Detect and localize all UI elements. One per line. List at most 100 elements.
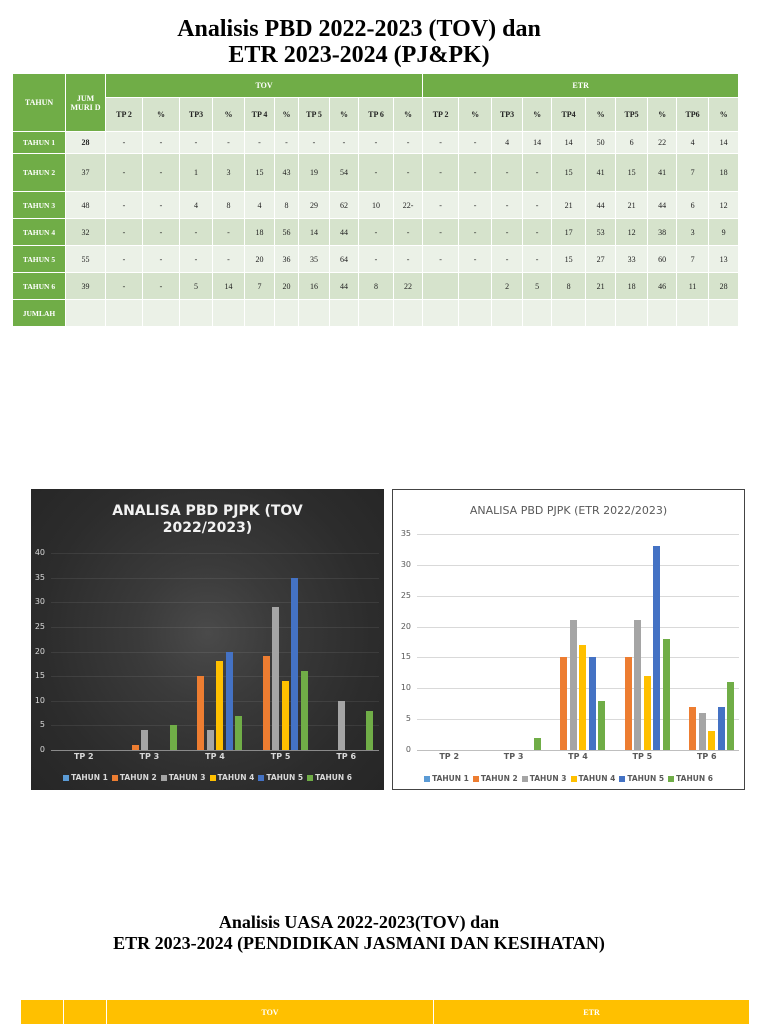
header-etr-col: % (708, 97, 740, 132)
tov-cell: - (358, 218, 394, 246)
tov-cell: - (212, 131, 245, 154)
bar (281, 681, 289, 750)
gridline (417, 626, 739, 628)
y-tick-label: 15 (34, 671, 45, 681)
gridline (417, 719, 739, 721)
tov-cell (105, 299, 143, 327)
bar (225, 651, 233, 750)
etr-cell: 18 (615, 272, 649, 300)
etr-cell (458, 299, 493, 327)
row-label: JUMLAH (12, 299, 66, 327)
table-row: TAHUN 6 39- -5 14 7 20 16 44 8 22 2 5 8 21 18 46 11 28 (12, 272, 740, 300)
legend-label: TAHUN 4 (578, 774, 616, 783)
chart-etr: ANALISA PBD PJPK (ETR 2022/2023) 0 5 10 15 2… (392, 489, 745, 790)
y-tick-label: 30 (400, 559, 411, 569)
x-category-label: TP 6 (696, 752, 717, 761)
legend-label: TAHUN 6 (676, 774, 713, 783)
tov-cell: 44 (329, 218, 359, 246)
gridline (51, 626, 379, 628)
etr-cell (585, 299, 617, 327)
etr-cell: 7 (676, 245, 710, 273)
uasa-header-blank-1 (20, 999, 64, 1025)
bar (579, 645, 587, 750)
tov-cell: - (105, 272, 143, 300)
legend-label: TAHUN 1 (432, 774, 469, 783)
legend-label: TAHUN 4 (217, 773, 255, 782)
bar (588, 657, 596, 750)
legend-item: TAHUN 6 (307, 773, 352, 782)
bar (366, 710, 374, 750)
pbd-section-title: Analisis PBD 2022-2023 (TOV) dan ETR 202… (0, 16, 718, 68)
etr-cell: 44 (647, 191, 678, 219)
tov-cell: 36 (274, 245, 299, 273)
header-etr: ETR (422, 73, 740, 98)
x-category-label: TP 5 (632, 752, 653, 761)
tov-cell: - (358, 153, 394, 192)
legend-swatch-icon (160, 775, 167, 781)
header-etr-col: % (522, 97, 553, 132)
tov-cell: 3 (212, 153, 245, 192)
bar (169, 725, 177, 750)
tov-cell: - (105, 131, 143, 154)
x-category-label: TP 3 (139, 752, 160, 761)
x-category-label: TP 2 (439, 752, 460, 761)
header-tov-col: % (142, 97, 180, 132)
bar (533, 737, 541, 750)
legend-swatch-icon (521, 776, 528, 782)
bar (634, 620, 642, 750)
etr-cell: 46 (647, 272, 678, 300)
uasa-header-etr: ETR (433, 999, 750, 1025)
etr-cell: 53 (585, 218, 617, 246)
bar (141, 730, 149, 750)
header-etr-col: % (585, 97, 617, 132)
etr-cell: 14 (551, 131, 587, 154)
header-etr-col: % (458, 97, 493, 132)
etr-cell: 12 (615, 218, 649, 246)
legend-swatch-icon (424, 776, 431, 782)
legend-item: TAHUN 1 (424, 774, 469, 783)
tov-cell: 4 (244, 191, 275, 219)
tov-cell: - (244, 131, 275, 154)
table-row: TAHUN 3 48- -4 8 4 8 29 62 10 22- - - - -21 44 21 44 6 12 (12, 191, 740, 219)
etr-cell: 6 (615, 131, 649, 154)
legend-item: TAHUN 2 (111, 773, 157, 782)
tov-cell: 20 (244, 245, 275, 273)
header-tov-col: TP3 (179, 97, 213, 132)
etr-cell: - (491, 191, 524, 219)
bar (272, 607, 280, 750)
uasa-title-line2: ETR 2023-2024 (PENDIDIKAN JASMANI DAN KE… (113, 933, 605, 953)
gridline (417, 564, 739, 566)
y-tick-label: 40 (34, 548, 45, 557)
etr-cell: 15 (615, 153, 649, 192)
etr-cell: - (522, 191, 553, 219)
etr-cell: - (522, 153, 553, 192)
etr-cell: 3 (676, 218, 710, 246)
uasa-table: TOV ETR (20, 999, 750, 1025)
legend-swatch-icon (472, 776, 479, 782)
bar (131, 745, 139, 750)
tov-cell: - (392, 245, 424, 273)
uasa-header-tov: TOV (106, 999, 434, 1025)
legend-swatch-icon (619, 776, 626, 782)
tov-cell: - (142, 191, 180, 219)
x-category-label: TP 3 (503, 752, 524, 761)
bar (337, 700, 345, 750)
tov-cell: 64 (329, 245, 359, 273)
header-tov-col: TP 5 (298, 97, 330, 132)
table-row: TAHUN 1 28- - - - - - - - - - - -4 14 14 50 6 22 4 14 (12, 131, 740, 154)
header-etr-col: TP3 (491, 97, 524, 132)
header-jum-murid: JUM MURI D (65, 73, 106, 132)
y-tick-label: 35 (400, 529, 411, 538)
etr-cell: - (491, 218, 524, 246)
etr-cell: - (458, 218, 493, 246)
chart-tov-legend: TAHUN 1 TAHUN 2 TAHUN 3 TAHUN 4 TAHUN 5 TAHUN… (31, 773, 384, 782)
x-category-label: TP 4 (568, 752, 588, 761)
chart-tov: ANALISA PBD PJPK (TOV 2022/2023) 0 5 10 15 2… (31, 489, 384, 790)
tov-cell: 18 (244, 218, 275, 246)
legend-swatch-icon (570, 776, 577, 782)
etr-cell: 2 (491, 272, 524, 300)
header-tov-col: % (274, 97, 299, 132)
etr-cell: 38 (647, 218, 678, 246)
tov-cell: - (329, 131, 359, 154)
tov-cell: - (358, 245, 394, 273)
